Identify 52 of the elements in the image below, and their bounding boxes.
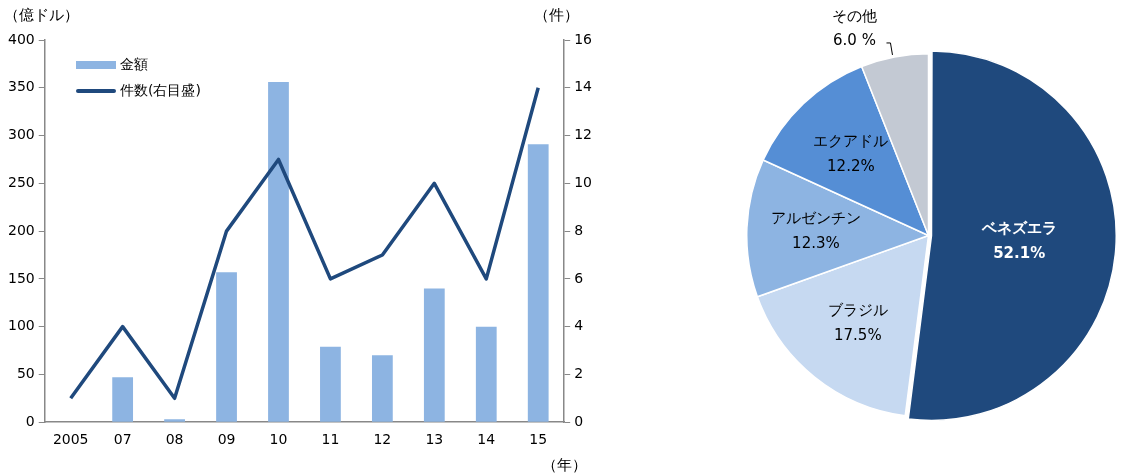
- x-tick-label: 15: [529, 431, 548, 448]
- y2-tick-label: 16: [574, 30, 593, 47]
- y2-tick-label: 12: [574, 126, 593, 143]
- bar: [527, 144, 549, 422]
- bar: [475, 326, 497, 422]
- data-label: 52.1%: [993, 244, 1046, 263]
- y2-tick-label: 8: [574, 221, 584, 238]
- x-tick-label: 13: [425, 431, 444, 448]
- slice-label: アルゼンチン: [770, 208, 861, 227]
- y-tick-label: 50: [16, 365, 35, 382]
- legend-label: 件数(右目盛): [120, 82, 201, 100]
- legend-label: 金額: [120, 56, 148, 74]
- y-tick-label: 300: [7, 126, 35, 143]
- x-tick-label: 12: [373, 431, 392, 448]
- x-tick-label: 09: [217, 431, 236, 448]
- x-axis-title: （年）: [541, 456, 587, 475]
- bar: [164, 419, 185, 422]
- y-tick-label: 200: [7, 221, 35, 238]
- y-tick-label: 100: [7, 317, 35, 334]
- slice-label: その他: [831, 6, 877, 25]
- y-tick-label: 250: [7, 173, 35, 190]
- y2-tick-label: 10: [574, 173, 593, 190]
- y-tick-label: 400: [7, 30, 35, 47]
- x-tick-label: 11: [321, 431, 340, 448]
- y-tick-label: 150: [7, 269, 35, 286]
- data-label: 17.5%: [834, 326, 882, 345]
- data-label: 6.0 %: [833, 30, 876, 49]
- data-label: 12.2%: [827, 156, 875, 175]
- y2-tick-label: 4: [574, 317, 584, 334]
- data-label: 12.3%: [792, 233, 840, 252]
- y2-tick-label: 2: [574, 365, 584, 382]
- y-tick-label: 0: [25, 412, 35, 429]
- y-tick-label: 350: [7, 78, 35, 95]
- x-tick-label: 2005: [52, 431, 89, 448]
- bar: [320, 346, 341, 422]
- x-tick-label: 10: [269, 431, 288, 448]
- bar: [423, 288, 445, 422]
- slice-label: ブラジル: [827, 301, 888, 320]
- y2-axis-title: （件）: [533, 6, 579, 25]
- slice-label: エクアドル: [813, 131, 889, 150]
- y-axis-title: （億ドル）: [4, 6, 79, 25]
- bar: [268, 82, 289, 422]
- y2-tick-label: 6: [574, 269, 584, 286]
- y2-tick-label: 0: [574, 412, 584, 429]
- x-tick-label: 08: [165, 431, 184, 448]
- bar: [112, 377, 134, 422]
- slice-label: ベネズエラ: [980, 219, 1057, 238]
- x-tick-label: 14: [477, 431, 496, 448]
- bar: [216, 272, 237, 422]
- y2-tick-label: 14: [574, 78, 593, 95]
- bar: [371, 355, 393, 422]
- x-tick-label: 07: [113, 431, 132, 448]
